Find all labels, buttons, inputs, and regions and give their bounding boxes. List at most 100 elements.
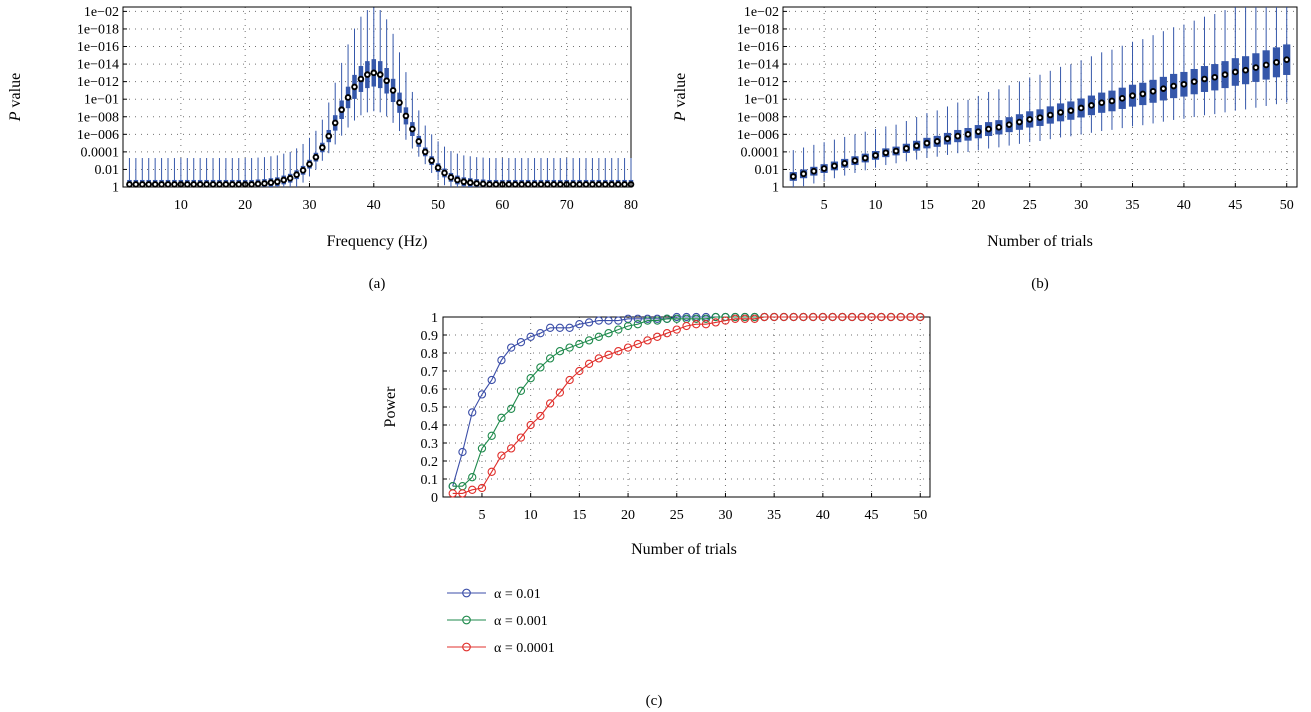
series-point <box>477 483 487 493</box>
median-point <box>333 121 337 125</box>
median-point <box>301 168 305 172</box>
median-point <box>398 101 401 105</box>
series-point <box>448 489 457 498</box>
median-point <box>455 178 459 182</box>
median-point <box>1131 94 1134 98</box>
panel-c-axes <box>442 316 931 498</box>
median-point <box>1069 109 1073 113</box>
series-point <box>594 332 603 341</box>
y-tick-label: 0.7 <box>421 365 439 380</box>
series-point <box>507 343 516 352</box>
series-point <box>886 312 896 322</box>
series-line <box>452 316 921 494</box>
median-point <box>410 127 414 131</box>
median-point <box>1244 68 1247 72</box>
series-point <box>584 359 594 368</box>
median-point <box>946 137 949 141</box>
median-point <box>481 182 485 186</box>
median-point <box>1223 73 1227 77</box>
median-point <box>128 182 131 186</box>
series-point <box>565 323 574 332</box>
series-point <box>497 451 506 460</box>
median-point <box>250 182 254 186</box>
median-point <box>597 182 601 186</box>
y-tick-label: 0.9 <box>421 329 439 344</box>
median-point <box>558 182 562 186</box>
panel-b: 5 10 15 20 25 30 35 40 45 50 1e−021e−0181e−0161e−… <box>672 5 1298 292</box>
series-point <box>623 321 633 331</box>
y-tick-label: 0.0001 <box>81 145 120 160</box>
x-tick-label: 10 <box>869 198 883 213</box>
median-point <box>391 89 395 92</box>
median-point <box>843 161 847 165</box>
x-tick-label: 50 <box>913 508 927 523</box>
series-point <box>643 336 652 345</box>
median-point <box>417 139 421 143</box>
y-tick-label: 1e−006 <box>737 128 779 143</box>
median-point <box>623 182 626 186</box>
panel-b-axes <box>782 6 1298 188</box>
series-point <box>770 312 779 322</box>
median-point <box>802 172 805 176</box>
median-point <box>365 73 369 77</box>
series-point <box>731 314 740 323</box>
median-point <box>443 171 446 175</box>
median-point <box>853 159 857 163</box>
series-point <box>750 314 759 323</box>
panel-c-marks <box>448 312 925 498</box>
series-point <box>468 485 477 494</box>
median-point <box>1275 60 1278 64</box>
series-point <box>614 316 623 325</box>
median-point <box>1213 75 1217 79</box>
median-point <box>578 182 581 186</box>
y-tick-label: 0.0001 <box>741 145 780 160</box>
panel-a: 10 20 30 40 50 60 70 80 1e−02 1e−018 1e−016 1e−014… <box>7 5 638 292</box>
y-tick-label: 0 <box>431 491 438 506</box>
median-point <box>533 182 536 186</box>
legend-marker <box>462 615 471 625</box>
y-tick-label: 0.1 <box>421 473 439 488</box>
median-point <box>237 182 241 186</box>
x-tick-label: 15 <box>920 198 934 213</box>
panel-b-x-ticks: 5 10 15 20 25 30 35 40 45 50 <box>821 183 1294 213</box>
series-point <box>623 343 633 352</box>
y-tick-label: 0.5 <box>421 401 439 416</box>
series-point <box>526 420 535 430</box>
series-point <box>682 321 691 331</box>
median-point <box>997 125 1001 129</box>
panel-c-y-ticks: 0 0.1 0.2 0.3 0.4 0.5 0.6 0.7 0.8 0.9 1 <box>421 311 447 506</box>
median-point <box>1018 120 1021 124</box>
panel-c-legend: α = 0.01 α = 0.001 α = 0.0001 <box>447 587 555 656</box>
series-point <box>575 339 584 349</box>
median-point <box>894 149 898 153</box>
series-point <box>487 431 496 440</box>
median-point <box>552 182 556 186</box>
y-tick-label: 1e−016 <box>737 40 779 55</box>
series-point <box>545 354 555 363</box>
series-point <box>555 347 565 356</box>
series-point <box>877 312 886 322</box>
x-tick-label: 15 <box>572 508 586 523</box>
median-point <box>1233 70 1237 74</box>
series-point <box>477 390 487 399</box>
median-point <box>1120 96 1124 100</box>
y-tick-label: 1e−01 <box>84 93 119 108</box>
x-tick-label: 30 <box>1074 198 1088 213</box>
series-point <box>536 329 545 338</box>
median-point <box>1141 92 1145 96</box>
median-point <box>1192 80 1196 84</box>
series-point <box>916 312 925 322</box>
series-point <box>507 444 516 453</box>
series-point <box>653 332 662 341</box>
series-point <box>692 320 701 329</box>
panel-a-x-label: Frequency (Hz) <box>327 233 428 250</box>
panel-c-grid <box>443 317 930 497</box>
series-point <box>604 316 613 325</box>
series-point <box>468 408 477 417</box>
panel-b-x-label: Number of trials <box>987 233 1093 250</box>
median-point <box>935 139 939 143</box>
median-point <box>1079 106 1083 110</box>
series-point <box>633 320 642 329</box>
median-point <box>404 114 408 118</box>
median-point <box>616 182 620 186</box>
